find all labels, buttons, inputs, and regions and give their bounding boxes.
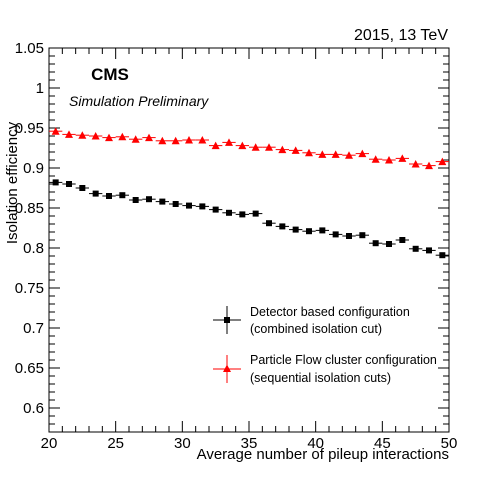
simulation-label: Simulation Preliminary bbox=[69, 93, 209, 109]
series-particle-flow bbox=[49, 127, 449, 170]
legend-marker-triangle bbox=[223, 364, 231, 372]
experiment-label: CMS bbox=[91, 65, 129, 84]
data-point bbox=[306, 228, 312, 235]
legend-entry-pf: Particle Flow cluster configuration (seq… bbox=[213, 353, 437, 385]
data-point bbox=[331, 150, 340, 158]
data-point bbox=[91, 132, 100, 140]
y-tick-label: 0.6 bbox=[23, 400, 44, 417]
x-tick-label: 45 bbox=[374, 435, 391, 452]
data-point bbox=[78, 131, 87, 139]
y-tick-label: 1.05 bbox=[15, 40, 44, 57]
data-point bbox=[386, 241, 392, 247]
data-point bbox=[426, 247, 432, 254]
data-point bbox=[385, 156, 393, 164]
y-tick-label: 0.85 bbox=[15, 200, 44, 217]
legend-label-detector-line1: Detector based configuration bbox=[250, 305, 410, 319]
data-point bbox=[345, 151, 353, 159]
x-tick-label: 50 bbox=[441, 435, 458, 452]
y-tick-label: 0.9 bbox=[23, 160, 44, 177]
data-point bbox=[279, 223, 286, 230]
x-tick-label: 35 bbox=[241, 435, 258, 452]
data-point bbox=[439, 252, 446, 259]
data-point bbox=[51, 127, 60, 135]
legend-label-detector-line2: (combined isolation cut) bbox=[250, 322, 382, 336]
data-point bbox=[198, 136, 207, 144]
data-point bbox=[332, 231, 339, 238]
data-point bbox=[412, 245, 419, 252]
data-point bbox=[199, 203, 206, 210]
data-point bbox=[239, 211, 246, 218]
data-point bbox=[319, 227, 326, 234]
data-point bbox=[159, 198, 166, 205]
data-point bbox=[105, 133, 113, 142]
y-tick-label: 0.95 bbox=[15, 120, 44, 137]
data-point bbox=[398, 154, 407, 162]
data-point bbox=[411, 160, 420, 168]
x-tick-label: 20 bbox=[41, 435, 58, 452]
data-point bbox=[371, 155, 380, 163]
data-point bbox=[358, 149, 367, 158]
x-tick-label: 40 bbox=[307, 435, 324, 452]
data-point bbox=[225, 138, 233, 146]
y-tick-label: 0.65 bbox=[15, 360, 44, 377]
x-tick-label: 30 bbox=[174, 435, 191, 452]
data-point bbox=[52, 179, 59, 186]
data-point bbox=[252, 210, 259, 217]
data-point bbox=[211, 141, 220, 150]
data-point bbox=[372, 240, 379, 247]
y-tick-label: 0.7 bbox=[23, 320, 44, 337]
data-point bbox=[251, 143, 260, 151]
data-point bbox=[265, 143, 273, 151]
series-layer bbox=[49, 127, 449, 259]
data-point bbox=[438, 157, 447, 166]
data-point bbox=[66, 181, 72, 187]
x-tick-label: 25 bbox=[107, 435, 124, 452]
data-point bbox=[92, 190, 99, 197]
data-point bbox=[266, 220, 272, 227]
legend-marker-square bbox=[224, 317, 230, 323]
data-point bbox=[425, 161, 433, 170]
legend: Detector based configuration (combined i… bbox=[213, 305, 437, 385]
data-point bbox=[118, 132, 127, 141]
data-point bbox=[359, 232, 366, 239]
data-point bbox=[305, 148, 313, 157]
data-point bbox=[158, 136, 167, 145]
data-point bbox=[399, 237, 406, 243]
data-point bbox=[212, 206, 219, 213]
data-point bbox=[185, 136, 193, 144]
y-tick-label: 0.8 bbox=[23, 240, 44, 257]
series-detector bbox=[49, 179, 449, 259]
data-point bbox=[132, 197, 139, 203]
y-tick-label: 1 bbox=[36, 80, 44, 97]
data-point bbox=[146, 196, 152, 203]
data-point bbox=[106, 193, 112, 199]
data-point bbox=[292, 226, 299, 233]
data-point bbox=[131, 135, 140, 143]
y-tick-label: 0.75 bbox=[15, 280, 44, 297]
legend-label-pf-line2: (sequential isolation cuts) bbox=[250, 371, 391, 385]
data-point bbox=[291, 146, 300, 154]
energy-label: 2015, 13 TeV bbox=[354, 27, 448, 44]
legend-entry-detector: Detector based configuration (combined i… bbox=[213, 305, 410, 336]
data-point bbox=[171, 136, 180, 145]
data-point bbox=[278, 145, 287, 154]
data-point bbox=[79, 185, 86, 191]
data-point bbox=[172, 201, 179, 207]
data-point bbox=[238, 141, 247, 150]
data-point bbox=[145, 133, 153, 142]
legend-label-pf-line1: Particle Flow cluster configuration bbox=[250, 353, 437, 367]
data-point bbox=[318, 150, 327, 158]
y-axis-title: Isolation efficiency bbox=[4, 121, 21, 244]
data-point bbox=[346, 233, 352, 239]
data-point bbox=[226, 209, 232, 216]
data-point bbox=[119, 192, 126, 199]
data-point bbox=[65, 130, 73, 138]
x-axis-title: Average number of pileup interactions bbox=[197, 446, 449, 463]
data-point bbox=[186, 202, 192, 209]
